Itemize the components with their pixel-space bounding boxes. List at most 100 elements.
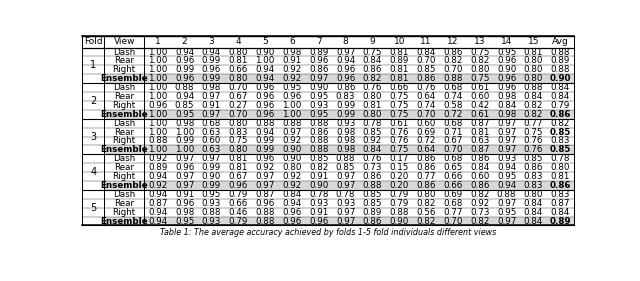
Text: 0.90: 0.90	[390, 216, 409, 226]
Text: 0.97: 0.97	[336, 208, 355, 217]
Text: 0.97: 0.97	[202, 92, 221, 101]
Text: 0.83: 0.83	[550, 190, 570, 199]
Text: 0.73: 0.73	[470, 208, 490, 217]
Bar	[83, 217, 104, 225]
Text: 0.67: 0.67	[228, 172, 248, 181]
Text: 0.80: 0.80	[363, 92, 382, 101]
Text: 0.64: 0.64	[417, 92, 436, 101]
Text: 0.88: 0.88	[255, 216, 275, 226]
Text: 0.99: 0.99	[202, 163, 221, 172]
Text: 0.66: 0.66	[228, 65, 248, 74]
Bar	[83, 56, 104, 65]
Text: 0.88: 0.88	[524, 83, 543, 92]
Text: 0.77: 0.77	[443, 208, 463, 217]
Text: 1.00: 1.00	[255, 56, 275, 65]
Text: 0.91: 0.91	[282, 56, 301, 65]
Text: 0.17: 0.17	[390, 154, 409, 163]
Text: 0.84: 0.84	[550, 92, 570, 101]
Bar	[83, 190, 104, 199]
Text: 11: 11	[420, 37, 432, 46]
Text: 0.99: 0.99	[202, 56, 221, 65]
Text: 0.63: 0.63	[202, 145, 221, 154]
Text: 10: 10	[394, 37, 405, 46]
Text: 0.84: 0.84	[524, 208, 543, 217]
Text: 0.98: 0.98	[282, 47, 301, 56]
Text: 0.99: 0.99	[255, 137, 275, 146]
Text: 0.85: 0.85	[363, 128, 382, 137]
Text: 0.96: 0.96	[282, 92, 301, 101]
Text: 0.98: 0.98	[202, 83, 221, 92]
Text: 0.20: 0.20	[390, 172, 409, 181]
Text: 0.94: 0.94	[255, 128, 275, 137]
Text: 0.88: 0.88	[550, 65, 570, 74]
Text: 0.86: 0.86	[550, 181, 571, 190]
Text: 0.86: 0.86	[550, 110, 571, 119]
Text: 1.00: 1.00	[148, 74, 168, 83]
Text: 0.75: 0.75	[470, 74, 490, 83]
Text: 0.82: 0.82	[524, 110, 543, 119]
Text: 0.88: 0.88	[443, 74, 463, 83]
Text: 0.89: 0.89	[148, 163, 168, 172]
Text: 0.88: 0.88	[202, 208, 221, 217]
Text: 0.70: 0.70	[443, 65, 463, 74]
Text: 0.85: 0.85	[550, 145, 571, 154]
Text: 0.61: 0.61	[390, 119, 409, 128]
Text: 0.96: 0.96	[255, 110, 275, 119]
Text: 0.96: 0.96	[336, 65, 355, 74]
Text: 0.75: 0.75	[470, 47, 490, 56]
Text: 0.96: 0.96	[497, 83, 516, 92]
Text: 0.88: 0.88	[497, 190, 516, 199]
Text: 0.68: 0.68	[444, 119, 463, 128]
Text: 0.87: 0.87	[148, 199, 168, 208]
Text: 0.96: 0.96	[255, 92, 275, 101]
Text: 0.81: 0.81	[390, 74, 409, 83]
Text: 1.00: 1.00	[282, 101, 301, 110]
Text: 0.74: 0.74	[444, 92, 463, 101]
Text: 0.86: 0.86	[336, 83, 355, 92]
Text: 1.00: 1.00	[148, 92, 168, 101]
Text: 0.84: 0.84	[282, 190, 301, 199]
Text: 0.96: 0.96	[175, 163, 194, 172]
Text: 0.89: 0.89	[390, 56, 409, 65]
Text: 0.73: 0.73	[363, 163, 382, 172]
Text: 0.88: 0.88	[550, 47, 570, 56]
Text: 0.84: 0.84	[550, 83, 570, 92]
Text: 0.95: 0.95	[309, 92, 328, 101]
Text: 0.72: 0.72	[417, 137, 436, 146]
Text: 0.82: 0.82	[444, 56, 463, 65]
Bar	[83, 74, 104, 83]
Text: 0.58: 0.58	[443, 101, 463, 110]
Text: 0.96: 0.96	[175, 199, 194, 208]
Text: 0.85: 0.85	[417, 65, 436, 74]
Bar	[83, 163, 104, 172]
Text: 0.81: 0.81	[228, 163, 248, 172]
Text: 0.97: 0.97	[497, 145, 516, 154]
Text: 0.86: 0.86	[444, 47, 463, 56]
Text: 0.94: 0.94	[255, 65, 275, 74]
Text: 0.81: 0.81	[550, 172, 570, 181]
Text: 0.99: 0.99	[255, 145, 275, 154]
Text: 0.90: 0.90	[282, 145, 301, 154]
Text: 0.82: 0.82	[309, 163, 328, 172]
Text: 0.81: 0.81	[228, 56, 248, 65]
Text: 0.87: 0.87	[470, 145, 490, 154]
Text: 0.89: 0.89	[550, 56, 570, 65]
Text: 0.56: 0.56	[417, 208, 436, 217]
Text: 5: 5	[90, 203, 96, 213]
Text: 0.70: 0.70	[228, 83, 248, 92]
Bar	[104, 65, 573, 74]
Text: 0.80: 0.80	[228, 145, 248, 154]
Text: 0.81: 0.81	[390, 65, 409, 74]
Bar	[104, 56, 573, 65]
Text: 0.67: 0.67	[228, 92, 248, 101]
Text: 0.65: 0.65	[444, 163, 463, 172]
Text: 1.00: 1.00	[148, 119, 168, 128]
Text: 0.46: 0.46	[228, 208, 248, 217]
Text: 9: 9	[369, 37, 375, 46]
Text: 0.80: 0.80	[524, 56, 543, 65]
Text: 0.88: 0.88	[255, 208, 275, 217]
Text: 0.94: 0.94	[202, 47, 221, 56]
Text: Rear: Rear	[114, 56, 134, 65]
Text: 0.86: 0.86	[470, 154, 490, 163]
Text: 0.79: 0.79	[228, 190, 248, 199]
